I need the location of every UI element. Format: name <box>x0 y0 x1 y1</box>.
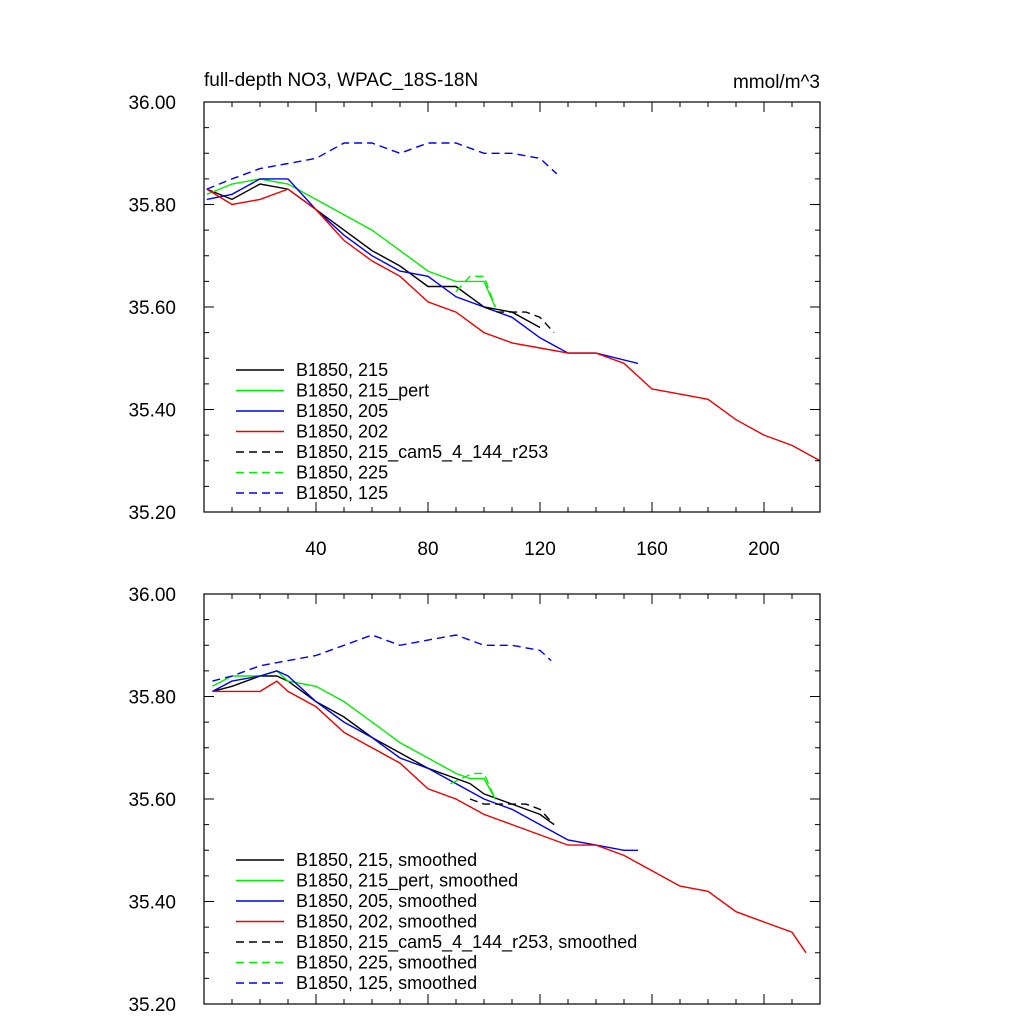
legend-label-5: B1850, 225, smoothed <box>296 953 477 973</box>
y-tick-label: 36.00 <box>128 93 176 114</box>
series-line-4 <box>469 798 555 826</box>
legend-label-3: B1850, 202 <box>296 422 388 442</box>
y-tick-label: 35.20 <box>128 995 176 1016</box>
legend-label-6: B1850, 125 <box>296 483 388 503</box>
legend-label-4: B1850, 215_cam5_4_144_r253, smoothed <box>296 932 637 953</box>
x-tick-label: 200 <box>748 539 780 560</box>
series-line-6 <box>206 142 558 190</box>
y-tick-label: 35.80 <box>128 196 176 217</box>
units-label: mmol/m^3 <box>733 72 820 93</box>
y-tick-label: 35.60 <box>128 298 176 319</box>
x-tick-label: 120 <box>524 539 556 560</box>
legend-label-1: B1850, 215_pert <box>296 381 429 402</box>
legend-label-5: B1850, 225 <box>296 463 388 483</box>
series-line-1 <box>206 178 496 308</box>
bottom-chart-series-group <box>212 634 807 954</box>
legend-label-1: B1850, 215_pert, smoothed <box>296 871 518 892</box>
y-tick-label: 35.40 <box>128 401 176 422</box>
legend-label-3: B1850, 202, smoothed <box>296 912 477 932</box>
legend-label-0: B1850, 215, smoothed <box>296 850 477 870</box>
series-line-6 <box>212 634 552 682</box>
chart-title: full-depth NO3, WPAC_18S-18N <box>204 70 478 91</box>
bottom-chart-panel: 35.20 35.40 35.60 35.80 36.00 B1850, 215, sm… <box>128 585 821 1016</box>
x-tick-label: 80 <box>417 539 438 560</box>
y-tick-label: 35.40 <box>128 893 176 914</box>
series-line-1 <box>212 670 496 800</box>
series-line-3 <box>212 680 807 954</box>
legend-label-2: B1850, 205, smoothed <box>296 891 477 911</box>
series-line-3 <box>206 188 821 462</box>
top-chart-panel: full-depth NO3, WPAC_18S-18N mmol/m^3 35… <box>128 70 821 560</box>
series-line-0 <box>212 675 555 826</box>
y-tick-label: 35.80 <box>128 688 176 709</box>
top-chart-series-group <box>206 142 821 462</box>
y-tick-label: 35.60 <box>128 790 176 811</box>
series-line-5 <box>455 275 496 308</box>
series-line-2 <box>206 178 639 365</box>
legend-label-0: B1850, 215 <box>296 360 388 380</box>
x-tick-label: 40 <box>305 539 326 560</box>
legend-label-2: B1850, 205 <box>296 401 388 421</box>
y-tick-label: 36.00 <box>128 585 176 606</box>
series-line-5 <box>450 772 496 800</box>
bottom-chart-ticks: 35.20 35.40 35.60 35.80 36.00 <box>128 585 820 1016</box>
top-chart-ticks: 35.20 35.40 35.60 35.80 36.00 40 80 120 160 200 <box>128 93 820 560</box>
series-line-2 <box>212 670 638 851</box>
legend-label-4: B1850, 215_cam5_4_144_r253 <box>296 442 548 463</box>
y-tick-label: 35.20 <box>128 503 176 524</box>
legend-label-6: B1850, 125, smoothed <box>296 973 477 993</box>
x-tick-label: 160 <box>636 539 668 560</box>
